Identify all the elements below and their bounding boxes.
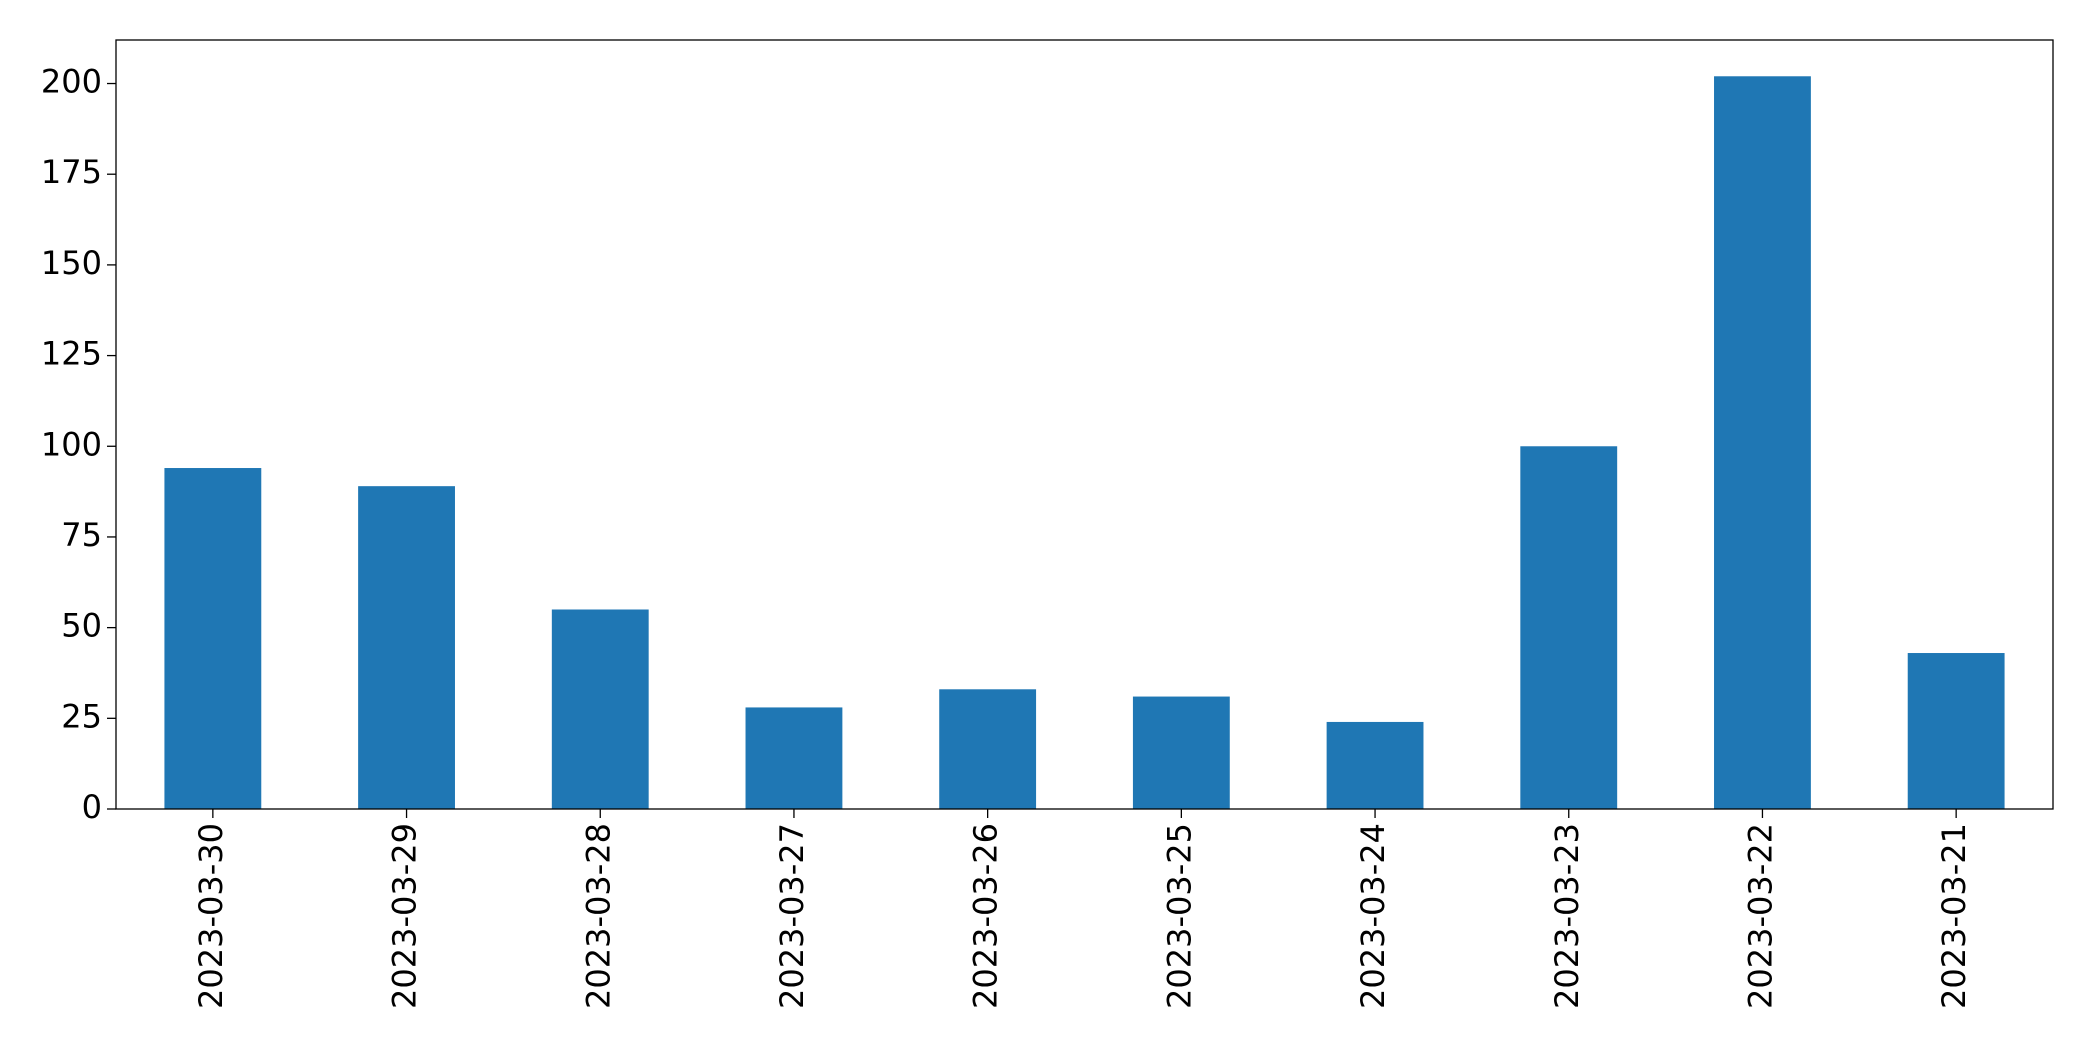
- bar: [1326, 721, 1424, 809]
- bar: [1714, 76, 1811, 810]
- y-tick-label: 125: [41, 335, 102, 373]
- bar: [939, 689, 1037, 809]
- plot-frame: [115, 39, 2054, 810]
- x-tick-label: 2023-03-22: [1741, 823, 1779, 1009]
- bar: [1132, 696, 1230, 809]
- x-tick-label: 2023-03-23: [1548, 823, 1586, 1009]
- bar: [551, 609, 649, 809]
- y-tick-label: 50: [61, 607, 102, 645]
- bar: [358, 486, 455, 809]
- y-tick-label: 75: [61, 516, 102, 554]
- x-tick-label: 2023-03-24: [1354, 823, 1392, 1009]
- x-tick-label: 2023-03-29: [386, 823, 424, 1009]
- y-tick-label: 200: [41, 63, 102, 101]
- y-tick-label: 25: [61, 697, 102, 735]
- x-tick-label: 2023-03-25: [1160, 823, 1198, 1009]
- y-tick-label: 175: [41, 153, 102, 191]
- x-tick-label: 2023-03-30: [192, 823, 230, 1009]
- bar: [1520, 446, 1618, 809]
- bar: [745, 707, 843, 809]
- y-tick-label: 0: [82, 788, 102, 826]
- y-tick-label: 150: [41, 244, 102, 282]
- bar: [1907, 653, 2005, 809]
- x-tick-label: 2023-03-21: [1935, 823, 1973, 1009]
- x-tick-label: 2023-03-27: [773, 823, 811, 1009]
- x-tick-label: 2023-03-26: [967, 823, 1005, 1009]
- y-tick-label: 100: [41, 425, 102, 463]
- x-tick-label: 2023-03-28: [579, 823, 617, 1009]
- bar: [164, 468, 262, 809]
